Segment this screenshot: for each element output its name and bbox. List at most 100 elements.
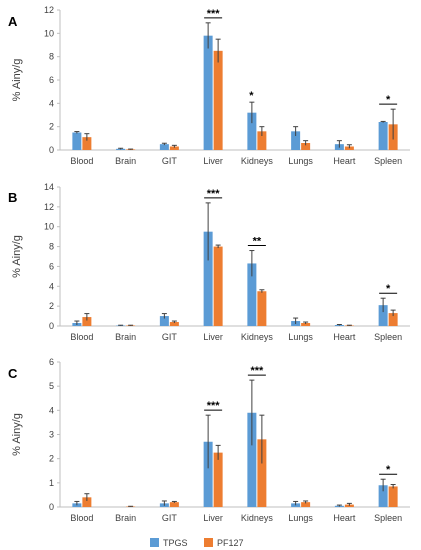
bar-pf127 — [82, 137, 92, 150]
y-tick-label: 4 — [49, 281, 54, 291]
bar-pf127 — [257, 131, 267, 150]
legend-label-tpgs: TPGS — [163, 538, 188, 548]
significance-label: *** — [250, 365, 264, 377]
x-tick-label: GIT — [162, 513, 178, 523]
x-tick-label: Heart — [333, 156, 356, 166]
significance-label: * — [386, 283, 391, 295]
x-tick-label: Spleen — [374, 156, 402, 166]
x-tick-label: Brain — [115, 332, 136, 342]
y-tick-label: 5 — [49, 381, 54, 391]
x-tick-label: Blood — [70, 332, 93, 342]
y-axis-label: % Ainy/g — [11, 59, 23, 102]
significance-label: * — [386, 94, 391, 106]
x-tick-label: Lungs — [288, 513, 313, 523]
y-axis-label: % Ainy/g — [11, 235, 23, 278]
x-tick-label: Lungs — [288, 156, 313, 166]
y-tick-label: 4 — [49, 405, 54, 415]
legend-swatch-pf127 — [204, 538, 213, 547]
bar-pf127 — [388, 486, 398, 507]
y-tick-label: 6 — [49, 75, 54, 85]
x-tick-label: GIT — [162, 156, 178, 166]
panel-label: B — [8, 190, 17, 205]
bar-pf127 — [344, 504, 354, 507]
x-tick-label: Liver — [203, 332, 223, 342]
y-tick-label: 4 — [49, 98, 54, 108]
bar-pf127 — [257, 439, 267, 507]
bar-tpgs — [159, 144, 169, 150]
bar-pf127 — [388, 313, 398, 326]
bar-pf127 — [213, 452, 223, 507]
bar-tpgs — [247, 112, 257, 150]
panel-b: B % Ainy/g 0 2 4 6 8 10 12 14 Blood Brain GIT Liver Ki… — [8, 182, 410, 342]
panel-label: A — [8, 14, 18, 29]
bar-pf127 — [301, 143, 311, 150]
y-tick-label: 1 — [49, 478, 54, 488]
y-tick-label: 6 — [49, 357, 54, 367]
y-tick-label: 3 — [49, 430, 54, 440]
y-tick-label: 14 — [44, 182, 54, 192]
x-tick-label: Kidneys — [241, 156, 274, 166]
bar-tpgs — [203, 35, 213, 150]
bar-tpgs — [291, 131, 301, 150]
bar-pf127 — [301, 323, 311, 326]
x-tick-label: Kidneys — [241, 513, 274, 523]
y-tick-label: 10 — [44, 28, 54, 38]
significance-label: *** — [207, 400, 221, 412]
x-tick-label: Blood — [70, 156, 93, 166]
bar-pf127 — [213, 50, 223, 151]
bar-tpgs — [203, 441, 213, 507]
legend-swatch-tpgs — [150, 538, 159, 547]
bar-pf127 — [82, 317, 92, 326]
y-axis-label: % Ainy/g — [11, 413, 23, 456]
y-tick-label: 0 — [49, 145, 54, 155]
x-tick-label: GIT — [162, 332, 178, 342]
bar-pf127 — [257, 291, 267, 326]
significance-label: * — [386, 464, 391, 476]
y-tick-label: 2 — [49, 454, 54, 464]
y-tick-label: 2 — [49, 122, 54, 132]
x-tick-label: Lungs — [288, 332, 313, 342]
bar-pf127 — [213, 246, 223, 326]
bar-pf127 — [169, 146, 179, 150]
legend: TPGS PF127 — [150, 538, 244, 548]
significance-label: *** — [207, 8, 221, 20]
panel-label: C — [8, 366, 18, 381]
y-tick-label: 8 — [49, 242, 54, 252]
y-tick-label: 8 — [49, 52, 54, 62]
y-tick-label: 6 — [49, 261, 54, 271]
bar-tpgs — [159, 316, 169, 326]
x-tick-label: Heart — [333, 513, 356, 523]
significance-label: ** — [253, 236, 262, 248]
bar-tpgs — [72, 132, 82, 150]
significance-label: * — [249, 90, 254, 102]
x-tick-label: Kidneys — [241, 332, 274, 342]
x-tick-label: Heart — [333, 332, 356, 342]
panel-a: A % Ainy/g 0 2 4 6 8 10 12 Blood Brain GIT Liver Kidn… — [8, 5, 410, 166]
bar-tpgs — [247, 412, 257, 507]
bar-pf127 — [82, 497, 92, 507]
y-tick-label: 0 — [49, 321, 54, 331]
legend-label-pf127: PF127 — [217, 538, 244, 548]
x-tick-label: Spleen — [374, 332, 402, 342]
bar-tpgs — [203, 231, 213, 326]
y-tick-label: 2 — [49, 301, 54, 311]
bar-tpgs — [378, 122, 388, 150]
y-tick-label: 0 — [49, 502, 54, 512]
significance-label: *** — [207, 188, 221, 200]
y-tick-label: 10 — [44, 222, 54, 232]
bar-pf127 — [169, 322, 179, 326]
x-tick-label: Spleen — [374, 513, 402, 523]
x-tick-label: Brain — [115, 156, 136, 166]
bar-tpgs — [247, 263, 257, 326]
y-tick-label: 12 — [44, 5, 54, 15]
x-tick-label: Liver — [203, 156, 223, 166]
panel-c: C % Ainy/g 0 1 2 3 4 5 6 Blood Brain GIT Liver Kidney… — [8, 357, 410, 523]
bar-tpgs — [378, 305, 388, 326]
bar-tpgs — [378, 485, 388, 507]
y-tick-label: 12 — [44, 202, 54, 212]
bar-pf127 — [301, 502, 311, 507]
x-tick-label: Blood — [70, 513, 93, 523]
x-tick-label: Liver — [203, 513, 223, 523]
bar-pf127 — [169, 502, 179, 507]
